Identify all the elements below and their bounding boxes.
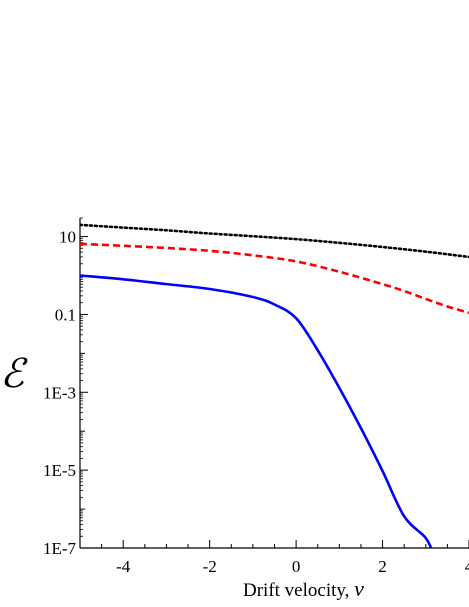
y-tick-label: 0.1	[55, 305, 76, 324]
x-axis-label-variable: v	[354, 576, 364, 601]
plot-axes	[79, 218, 469, 549]
y-tick-label: 1E-5	[43, 461, 76, 480]
axis-ticks	[79, 217, 469, 549]
x-tick-label: 0	[292, 557, 301, 576]
y-tick-label: 1E-3	[43, 383, 76, 402]
x-axis-label-text: Drift velocity,	[243, 580, 354, 601]
x-tick-label: -4	[116, 557, 131, 576]
tick-labels: -4 -2 0 2 4 10 0.1 1E-3 1E-5 1E-7	[43, 228, 469, 576]
series-line-dotted	[80, 223, 469, 259]
y-axis-label: ℰ	[0, 351, 28, 396]
series-line-solid	[80, 274, 433, 548]
y-tick-label: 10	[59, 228, 76, 247]
series-line-dashed	[80, 242, 469, 315]
y-tick-label: 1E-7	[43, 539, 77, 558]
x-tick-label: -2	[203, 557, 217, 576]
x-tick-label: 2	[378, 557, 387, 576]
x-tick-label: 4	[465, 557, 469, 576]
x-axis-label: Drift velocity, v	[243, 576, 364, 601]
plot-series	[80, 223, 469, 548]
